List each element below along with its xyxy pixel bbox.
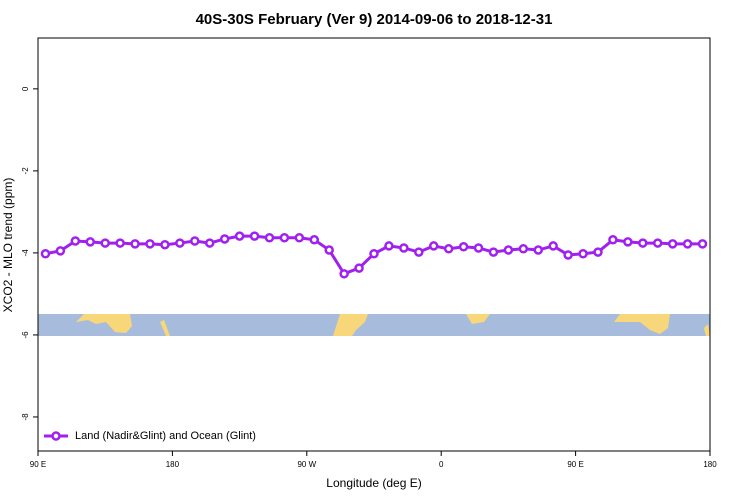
chart-title: 40S-30S February (Ver 9) 2014-09-06 to 2… xyxy=(196,11,553,28)
data-point xyxy=(234,231,245,241)
data-point xyxy=(563,250,573,260)
data-point xyxy=(638,238,648,248)
data-point xyxy=(324,245,334,255)
data-point xyxy=(414,247,424,257)
land xyxy=(466,314,490,324)
data-point xyxy=(160,239,170,250)
y-tick-label: -6 xyxy=(21,331,30,339)
x-tick-label: 90 E xyxy=(30,460,46,469)
data-point xyxy=(85,237,96,247)
data-point xyxy=(279,232,290,243)
data-point xyxy=(518,244,529,254)
land xyxy=(704,324,710,336)
x-tick-label: 90 W xyxy=(297,460,316,469)
y-tick-label: -4 xyxy=(21,249,30,257)
x-tick-label: 180 xyxy=(703,460,717,469)
data-point xyxy=(697,239,708,249)
data-point xyxy=(175,238,185,248)
land xyxy=(333,314,368,336)
data-point xyxy=(399,243,409,253)
data-point xyxy=(100,238,110,248)
data-point xyxy=(204,238,215,248)
data-point xyxy=(264,232,275,243)
land xyxy=(160,320,170,336)
x-tick-label: 180 xyxy=(166,460,180,469)
data-point xyxy=(354,263,364,273)
data-point xyxy=(548,241,558,251)
x-tick-label: 0 xyxy=(439,460,444,469)
data-point xyxy=(55,246,66,256)
map-strip xyxy=(38,314,710,336)
data-point xyxy=(190,236,200,246)
ocean-strip xyxy=(38,314,710,336)
y-axis-label: XCO2 - MLO trend (ppm) xyxy=(1,178,15,313)
data-point xyxy=(115,238,125,248)
legend-label: Land (Nadir&Glint) and Ocean (Glint) xyxy=(75,430,256,442)
data-point xyxy=(249,231,260,241)
data-point xyxy=(70,236,81,246)
y-tick-label: 0 xyxy=(21,86,30,91)
data-point xyxy=(503,245,514,255)
data-point xyxy=(667,239,678,249)
data-point xyxy=(533,245,544,255)
data-point xyxy=(593,247,603,257)
data-point xyxy=(384,241,394,251)
land xyxy=(614,314,670,334)
data-point xyxy=(458,242,469,252)
plot-frame xyxy=(37,37,711,452)
data-point xyxy=(578,248,588,259)
x-tick-label: 90 E xyxy=(567,460,583,469)
data-point xyxy=(623,237,633,247)
data-point xyxy=(145,239,155,249)
data-point xyxy=(219,234,230,244)
x-axis-label: Longitude (deg E) xyxy=(326,476,421,490)
data-point xyxy=(294,232,305,243)
land xyxy=(76,314,132,333)
y-tick-label: -8 xyxy=(21,413,30,421)
data-point xyxy=(428,241,439,251)
data-point xyxy=(652,238,663,248)
data-point xyxy=(309,235,320,245)
data-point xyxy=(130,239,140,249)
data-point xyxy=(443,244,454,254)
y-tick-label: -2 xyxy=(21,167,30,175)
data-point xyxy=(682,239,693,249)
data-point xyxy=(473,243,484,253)
data-point xyxy=(608,235,618,245)
data-point xyxy=(339,269,349,279)
legend-marker xyxy=(51,431,61,441)
data-point xyxy=(369,248,379,259)
data-point xyxy=(40,248,51,259)
data-point xyxy=(488,247,499,257)
